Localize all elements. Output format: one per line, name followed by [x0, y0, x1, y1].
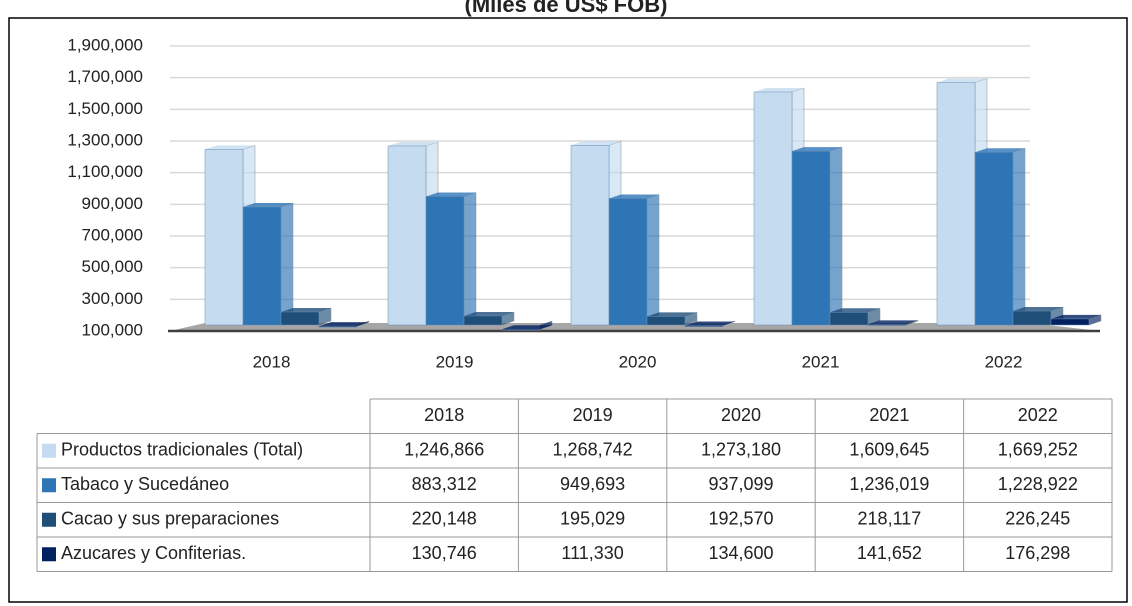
legend-label: Azucares y Confiterias. — [61, 543, 246, 563]
bar — [646, 316, 686, 326]
x-tick-label: 2022 — [985, 352, 1023, 371]
legend-swatch — [42, 547, 56, 562]
table-cell: 1,273,180 — [701, 440, 781, 460]
bar-top — [1051, 314, 1101, 319]
bar-top — [205, 145, 255, 150]
y-tick-label: 1,500,000 — [67, 99, 143, 118]
table-header: 2019 — [573, 405, 613, 425]
bar-top — [571, 141, 621, 146]
bar-top — [502, 325, 552, 330]
table-cell: 192,570 — [708, 509, 773, 529]
bar — [318, 325, 358, 328]
bar-side — [1012, 147, 1026, 326]
table-cell: 220,148 — [412, 509, 477, 529]
table-header: 2021 — [869, 405, 909, 425]
bar-top — [937, 78, 987, 83]
bar — [387, 145, 427, 326]
bar — [425, 196, 465, 326]
y-tick-label: 1,300,000 — [67, 130, 143, 149]
bar — [829, 312, 869, 326]
bar — [1012, 310, 1052, 326]
bar — [753, 91, 793, 326]
table-header: 2018 — [424, 405, 464, 425]
y-tick-label: 700,000 — [82, 225, 143, 244]
table-cell: 937,099 — [708, 474, 773, 494]
table-cell: 111,330 — [561, 543, 623, 563]
bar — [936, 82, 976, 326]
bar-top — [319, 322, 369, 327]
bar — [242, 206, 282, 326]
table-cell: 218,117 — [858, 509, 922, 529]
bar — [463, 315, 503, 326]
y-tick-label: 900,000 — [82, 194, 143, 213]
table-cell: 1,669,252 — [998, 440, 1078, 460]
bar — [608, 198, 648, 326]
table-cell: 1,609,645 — [849, 440, 929, 460]
x-tick-label: 2019 — [436, 352, 474, 371]
bar-top — [388, 141, 438, 146]
bar — [867, 324, 907, 326]
bar-top — [868, 320, 918, 325]
y-tick-label: 1,100,000 — [67, 162, 143, 181]
bar-side — [646, 194, 660, 326]
bar-top — [647, 312, 697, 317]
y-tick-label: 500,000 — [82, 257, 143, 276]
table-cell: 1,236,019 — [849, 474, 929, 494]
table-cell: 141,652 — [857, 543, 922, 563]
table-cell: 134,600 — [708, 543, 773, 563]
legend-swatch — [42, 443, 56, 458]
y-tick-label: 100,000 — [82, 320, 143, 339]
y-tick-label: 1,900,000 — [67, 35, 143, 54]
table-cell: 176,298 — [1005, 543, 1070, 563]
bar — [791, 150, 831, 326]
bar-side — [280, 202, 294, 326]
table-header: 2020 — [721, 405, 761, 425]
x-tick-label: 2020 — [619, 352, 657, 371]
table-cell: 195,029 — [560, 509, 625, 529]
bar — [1050, 318, 1090, 326]
bar-top — [685, 321, 735, 326]
bar-top — [792, 147, 842, 152]
legend-swatch — [42, 512, 56, 527]
table-cell: 883,312 — [412, 474, 477, 494]
bar — [204, 149, 244, 326]
bar-top — [281, 307, 331, 312]
bar-top — [243, 202, 293, 207]
bar-top — [830, 308, 880, 313]
table-cell: 226,245 — [1005, 509, 1070, 529]
bar-top — [1013, 307, 1063, 312]
title-bg — [440, 0, 700, 17]
bar — [280, 311, 320, 326]
bar-top — [754, 87, 804, 92]
legend-label: Tabaco y Sucedáneo — [61, 474, 229, 494]
bar — [570, 144, 610, 326]
legend-label: Cacao y sus preparaciones — [61, 509, 279, 529]
table-cell: 1,228,922 — [998, 474, 1078, 494]
bar-side — [829, 146, 843, 326]
bar-top — [975, 148, 1025, 153]
bar-top — [464, 311, 514, 316]
table-cell: 130,746 — [412, 543, 477, 563]
bar-top — [426, 192, 476, 197]
y-tick-label: 300,000 — [82, 289, 143, 308]
y-tick-label: 1,700,000 — [67, 67, 143, 86]
x-tick-label: 2021 — [802, 352, 840, 371]
legend-swatch — [42, 478, 56, 493]
table-cell: 1,246,866 — [404, 440, 484, 460]
table-cell: 1,268,742 — [553, 440, 633, 460]
legend-label: Productos tradicionales (Total) — [61, 440, 303, 460]
bar — [974, 152, 1014, 326]
bar — [684, 325, 724, 327]
bar-top — [609, 194, 659, 199]
bar-side — [463, 192, 477, 326]
chart-title: (Miles de US$ FOB) — [465, 0, 668, 17]
bar — [501, 328, 541, 331]
table-cell: 949,693 — [560, 474, 625, 494]
table-header: 2022 — [1018, 405, 1058, 425]
x-tick-label: 2018 — [253, 352, 291, 371]
